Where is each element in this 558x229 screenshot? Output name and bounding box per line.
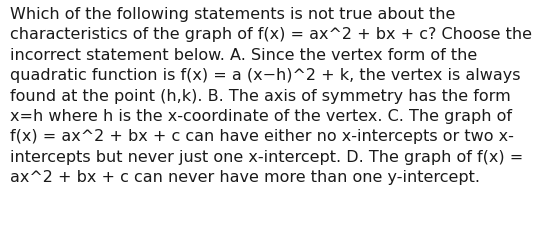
Text: Which of the following statements is not true about the
characteristics of the g: Which of the following statements is not…	[10, 7, 532, 184]
